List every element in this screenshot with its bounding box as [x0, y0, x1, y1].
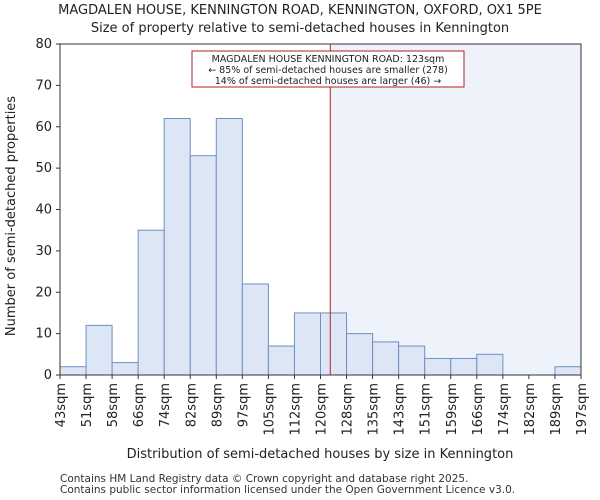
y-tick-label: 0	[44, 368, 52, 383]
x-tick-label: 182sqm	[523, 383, 538, 436]
x-tick-label: 197sqm	[575, 383, 590, 436]
x-tick-label: 43sqm	[54, 383, 69, 427]
histogram-chart: 0 10 20 30 40 50 60 70 80 43sqm 51sqm 58sqm 66sqm 74…	[4, 37, 590, 462]
annotation-line: ← 85% of semi-detached houses are smalle…	[208, 65, 448, 76]
x-tick-label: 74sqm	[158, 383, 173, 427]
y-tick-label: 80	[35, 37, 52, 52]
histogram-bar	[215, 117, 243, 376]
histogram-bar	[137, 229, 165, 376]
y-axis-label: Number of semi-detached properties	[4, 96, 19, 336]
x-tick-label: 97sqm	[236, 383, 251, 427]
x-tick-label: 66sqm	[132, 383, 147, 427]
x-tick-label: 174sqm	[497, 383, 512, 436]
annotation-box	[191, 50, 465, 88]
chart-title: MAGDALEN HOUSE, KENNINGTON ROAD, KENNING…	[58, 3, 542, 18]
x-tick-label: 82sqm	[184, 383, 199, 427]
histogram-bar	[85, 324, 113, 376]
histogram-bar	[320, 312, 348, 376]
histogram-bar	[476, 353, 504, 376]
x-tick-label: 89sqm	[210, 383, 225, 427]
y-tick-label: 60	[35, 120, 52, 135]
y-tick-label: 50	[35, 161, 52, 176]
histogram-bar	[241, 283, 269, 376]
histogram-bar	[450, 357, 478, 376]
histogram-bar	[554, 366, 582, 376]
histogram-bar	[398, 345, 426, 376]
larger-region-shading	[330, 44, 581, 375]
histogram-bar	[424, 357, 452, 376]
footer-line-1: Contains HM Land Registry data © Crown c…	[60, 473, 469, 485]
chart-subtitle: Size of property relative to semi-detach…	[90, 21, 510, 36]
x-tick-label: 189sqm	[549, 383, 564, 436]
x-tick-label: 143sqm	[393, 383, 408, 436]
annotation-line: 14% of semi-detached houses are larger (…	[215, 76, 442, 87]
x-tick-label: 112sqm	[288, 383, 303, 436]
footer-line-2: Contains public sector information licen…	[60, 484, 516, 496]
x-tick-label: 151sqm	[419, 383, 434, 436]
x-tick-label: 51sqm	[80, 383, 95, 427]
histogram-bar	[189, 155, 217, 376]
histogram-bar	[163, 117, 191, 376]
x-tick-label: 128sqm	[341, 383, 356, 436]
histogram-bar	[293, 312, 322, 376]
x-tick-label: 166sqm	[471, 383, 486, 436]
x-axis-label: Distribution of semi-detached houses by …	[127, 447, 514, 462]
histogram-bar	[267, 345, 295, 376]
y-tick-label: 10	[35, 327, 52, 342]
x-tick-label: 135sqm	[367, 383, 382, 436]
histogram-bar	[59, 366, 87, 376]
y-tick-label: 20	[35, 285, 52, 300]
y-tick-label: 40	[35, 203, 52, 218]
y-tick-label: 70	[35, 78, 52, 93]
histogram-bar	[346, 333, 374, 376]
x-tick-label: 120sqm	[315, 383, 330, 436]
x-tick-label: 58sqm	[106, 383, 121, 427]
x-tick-label: 105sqm	[262, 383, 277, 436]
annotation-line: MAGDALEN HOUSE KENNINGTON ROAD: 123sqm	[212, 54, 445, 65]
y-tick-label: 30	[35, 244, 52, 259]
x-tick-label: 159sqm	[445, 383, 460, 436]
histogram-bar	[111, 362, 139, 376]
histogram-bar	[372, 341, 400, 376]
